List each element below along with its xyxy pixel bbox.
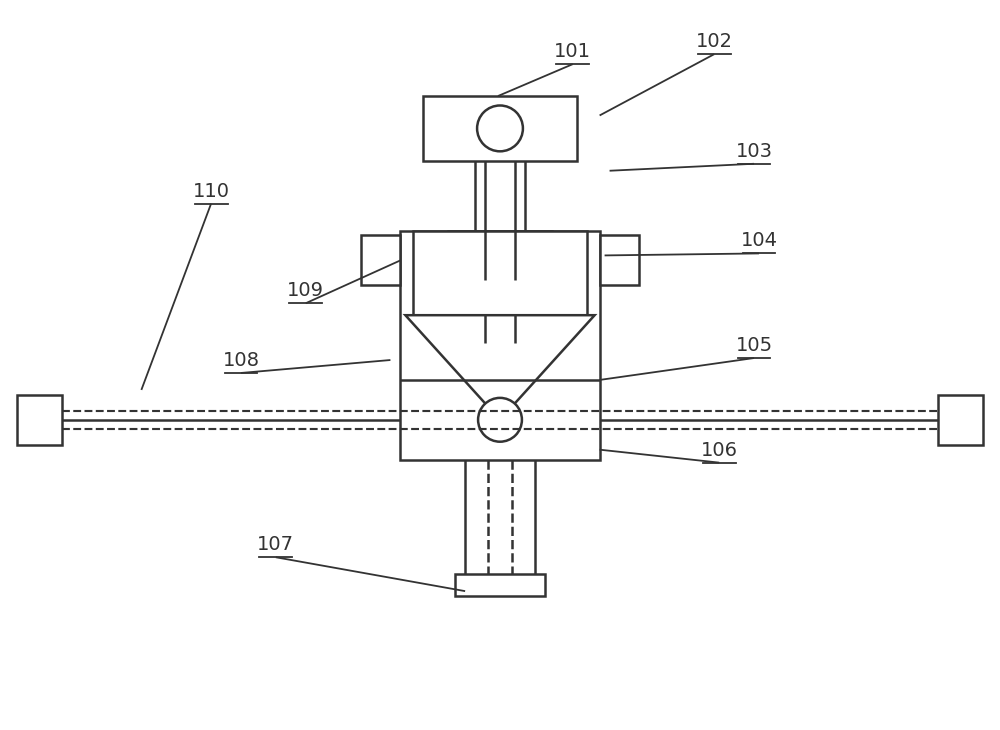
Text: 110: 110 [193,182,230,201]
Text: 109: 109 [287,281,324,300]
Text: 102: 102 [696,32,733,51]
Text: 101: 101 [554,42,591,61]
Text: 108: 108 [222,351,259,370]
Bar [455,575,545,596]
Bar [400,231,600,460]
Circle shape [478,398,522,442]
Bar [413,231,587,315]
Bar [938,395,983,445]
Bar [17,395,62,445]
Text: 104: 104 [741,231,778,250]
Polygon shape [405,315,595,420]
Bar [361,236,400,285]
Text: 107: 107 [257,535,294,554]
Text: 105: 105 [735,336,773,355]
Bar [600,236,639,285]
Text: 106: 106 [701,441,738,460]
Circle shape [477,106,523,151]
Bar [448,231,552,280]
Text: 103: 103 [736,142,773,161]
Bar [423,96,577,161]
